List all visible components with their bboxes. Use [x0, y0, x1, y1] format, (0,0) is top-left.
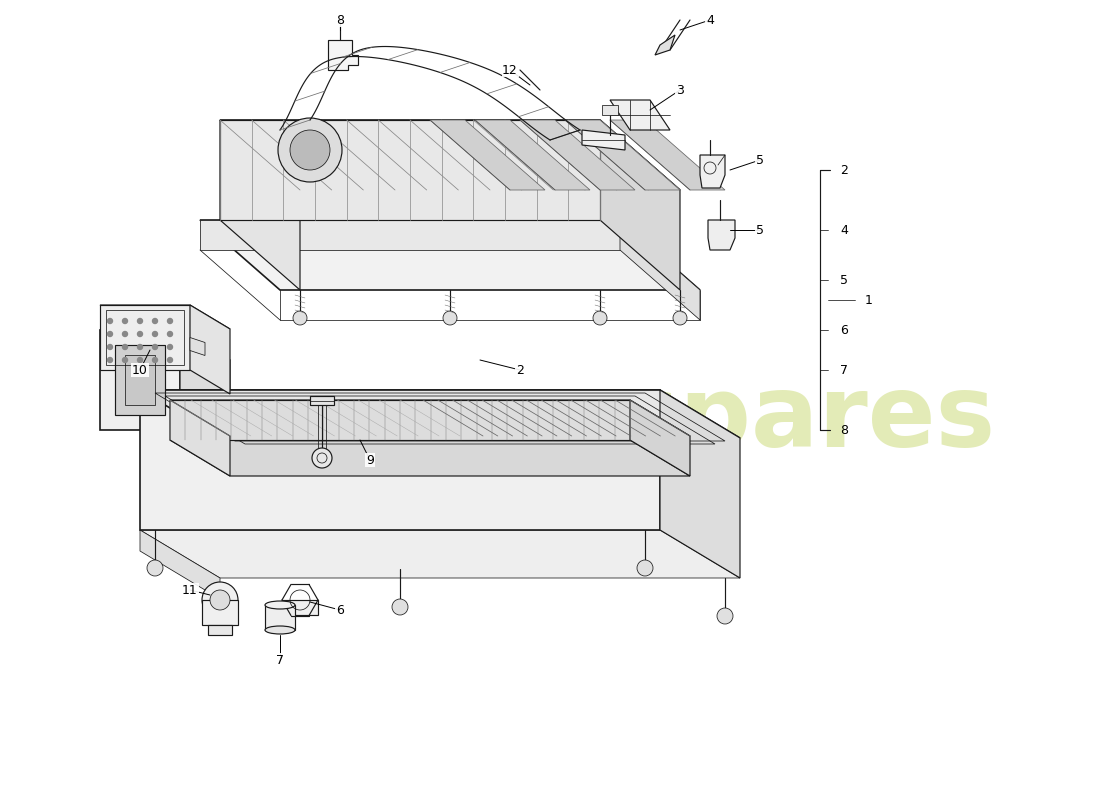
Text: eurospares: eurospares: [364, 371, 997, 469]
Circle shape: [293, 311, 307, 325]
Polygon shape: [282, 600, 318, 615]
Circle shape: [108, 358, 112, 362]
Polygon shape: [600, 120, 680, 290]
Text: 5: 5: [756, 223, 764, 237]
Circle shape: [153, 345, 157, 350]
Circle shape: [122, 318, 128, 323]
Text: 10: 10: [132, 363, 147, 377]
Circle shape: [167, 318, 173, 323]
Circle shape: [210, 590, 230, 610]
Polygon shape: [208, 625, 232, 635]
Circle shape: [312, 448, 332, 468]
Polygon shape: [100, 305, 230, 329]
Circle shape: [122, 358, 128, 362]
Text: 1: 1: [865, 294, 873, 306]
Polygon shape: [190, 305, 230, 394]
Polygon shape: [520, 120, 635, 190]
Polygon shape: [200, 220, 620, 250]
Polygon shape: [265, 605, 295, 630]
Circle shape: [138, 345, 143, 350]
Polygon shape: [610, 100, 670, 130]
Circle shape: [717, 608, 733, 624]
Text: 4: 4: [706, 14, 714, 26]
Polygon shape: [100, 305, 190, 370]
Circle shape: [108, 331, 112, 337]
Text: 5: 5: [756, 154, 764, 166]
Circle shape: [202, 582, 238, 618]
Circle shape: [138, 318, 143, 323]
Circle shape: [122, 331, 128, 337]
Polygon shape: [660, 390, 740, 578]
Polygon shape: [190, 338, 205, 355]
Polygon shape: [125, 355, 155, 405]
Polygon shape: [565, 120, 680, 190]
Polygon shape: [620, 220, 700, 320]
Circle shape: [443, 311, 456, 325]
Text: 3: 3: [676, 83, 684, 97]
Circle shape: [278, 118, 342, 182]
Circle shape: [673, 311, 688, 325]
Polygon shape: [116, 345, 165, 415]
Text: 8: 8: [840, 423, 848, 437]
Text: 2: 2: [840, 163, 848, 177]
Text: a passion for parts since 1985: a passion for parts since 1985: [434, 501, 706, 519]
Polygon shape: [310, 396, 334, 405]
Text: 4: 4: [840, 223, 848, 237]
Text: 7: 7: [276, 654, 284, 666]
Polygon shape: [140, 390, 740, 438]
Text: 11: 11: [183, 583, 198, 597]
Circle shape: [108, 345, 112, 350]
Circle shape: [167, 331, 173, 337]
Polygon shape: [170, 400, 630, 440]
Polygon shape: [140, 530, 220, 599]
Polygon shape: [220, 120, 300, 290]
Circle shape: [108, 318, 112, 323]
Polygon shape: [180, 330, 230, 460]
Polygon shape: [700, 155, 725, 188]
Circle shape: [593, 311, 607, 325]
Circle shape: [122, 345, 128, 350]
Text: 6: 6: [840, 323, 848, 337]
Circle shape: [153, 331, 157, 337]
Text: 12: 12: [502, 63, 518, 77]
Circle shape: [153, 358, 157, 362]
Polygon shape: [654, 35, 675, 55]
Circle shape: [167, 358, 173, 362]
Polygon shape: [630, 400, 690, 476]
Circle shape: [147, 560, 163, 576]
Polygon shape: [170, 400, 690, 436]
Circle shape: [637, 560, 653, 576]
Ellipse shape: [265, 601, 295, 609]
Text: 8: 8: [336, 14, 344, 26]
Ellipse shape: [265, 626, 295, 634]
Circle shape: [138, 358, 143, 362]
Polygon shape: [200, 220, 700, 290]
Circle shape: [167, 345, 173, 350]
Polygon shape: [610, 120, 725, 190]
Polygon shape: [100, 330, 180, 430]
Circle shape: [392, 599, 408, 615]
Circle shape: [290, 130, 330, 170]
Polygon shape: [220, 120, 600, 220]
Polygon shape: [202, 600, 238, 625]
Polygon shape: [430, 120, 544, 190]
Text: 7: 7: [840, 363, 848, 377]
Polygon shape: [170, 400, 230, 476]
Polygon shape: [220, 120, 680, 190]
Text: 2: 2: [516, 363, 524, 377]
Polygon shape: [170, 440, 690, 476]
Polygon shape: [708, 220, 735, 250]
Polygon shape: [100, 330, 230, 360]
Text: 6: 6: [337, 603, 344, 617]
Polygon shape: [602, 105, 618, 115]
Polygon shape: [582, 130, 625, 150]
Circle shape: [138, 331, 143, 337]
Circle shape: [153, 318, 157, 323]
Polygon shape: [140, 530, 740, 578]
Text: 9: 9: [366, 454, 374, 466]
Polygon shape: [475, 120, 590, 190]
Polygon shape: [328, 40, 358, 70]
Text: 5: 5: [840, 274, 848, 286]
Polygon shape: [140, 390, 660, 530]
